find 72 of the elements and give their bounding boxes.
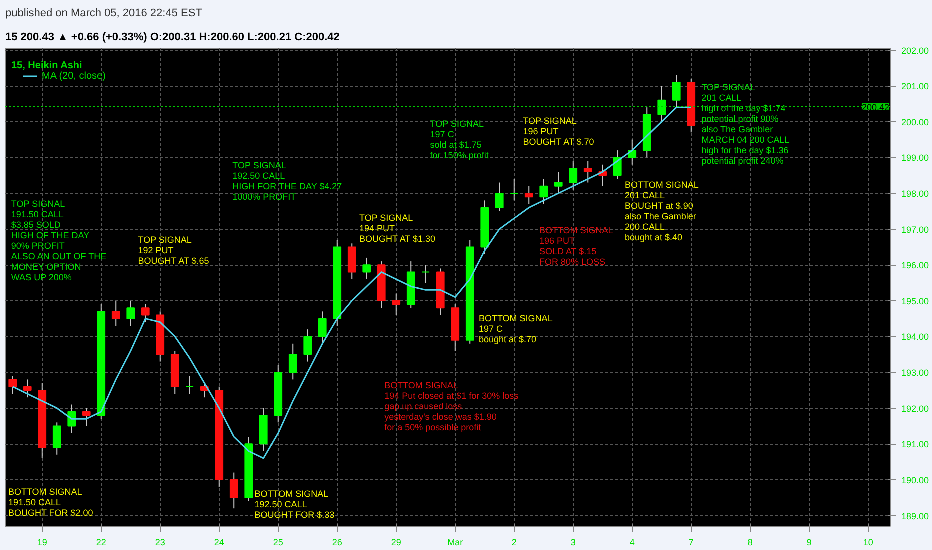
x-tick-label: 23 bbox=[155, 538, 166, 548]
x-tick-label: 3 bbox=[570, 538, 576, 548]
annotation: BOTTOM SIGNAL 197 C bought at $.70 bbox=[478, 313, 553, 344]
annotation: BOTTOM SIGNAL 194 Put closed at $1 for 30% loss gap up caused loss yesterday's close was $1.90 for a 50% possible profit bbox=[384, 380, 520, 432]
candlestick bbox=[186, 376, 194, 395]
annotation: BOTTOM SIGNAL 201 CALL BOUGHT at $.90 also The Gambler 200 CALL bought at $.40 bbox=[625, 180, 699, 242]
candlestick bbox=[318, 311, 327, 344]
candlestick bbox=[672, 74, 681, 108]
candlestick bbox=[141, 304, 150, 323]
candlestick bbox=[495, 182, 504, 212]
annotation: BOTTOM SIGNAL 196 PUT SOLD AT $.15 FOR 80% LOSS bbox=[539, 226, 614, 268]
chart-subtitle: published on March 05, 2016 22:45 EST bbox=[6, 8, 203, 20]
x-tick-label: 10 bbox=[863, 538, 874, 548]
candlestick bbox=[613, 150, 622, 180]
x-tick-label: 19 bbox=[37, 538, 48, 548]
annotation: BOTTOM SIGNAL 192.50 CALL BOUGHT FOR $.33 bbox=[254, 488, 335, 520]
candlestick bbox=[540, 178, 548, 205]
y-tick-label: 196.00 bbox=[902, 260, 930, 271]
x-tick-label: 22 bbox=[96, 538, 106, 548]
annotation: TOP SIGNAL 194 PUT BOUGHT AT $1.30 bbox=[360, 212, 436, 244]
annotation: BOTTOM SIGNAL 191.50 CALL BOUGHT FOR $2.00 bbox=[8, 487, 94, 518]
x-tick-label: 8 bbox=[748, 538, 753, 548]
y-tick-label: 193.00 bbox=[902, 368, 930, 378]
y-tick-label: 200.00 bbox=[902, 117, 930, 128]
y-tick-label: 201.00 bbox=[902, 82, 930, 92]
candlestick bbox=[52, 422, 62, 456]
text: 15 200.43 ▲ +0.66 (+0.33%) O:200.31 H:200.60 L:200.21 C:200.42 bbox=[6, 32, 340, 44]
candlestick bbox=[392, 293, 401, 316]
legend-label: MA (20, close) bbox=[42, 70, 106, 82]
y-tick-label: 202.00 bbox=[902, 46, 930, 56]
annotation: TOP SIGNAL 196 PUT BOUGHT AT $.70 bbox=[523, 116, 594, 148]
y-tick-label: 191.00 bbox=[902, 440, 930, 450]
x-tick-label: 26 bbox=[332, 538, 342, 548]
y-tick-label: 195.00 bbox=[902, 296, 930, 306]
candlestick bbox=[112, 300, 120, 326]
annotation: TOP SIGNAL 192.50 CALL HIGH FOR THE DAY $4.27 1000% PROFIT bbox=[232, 160, 342, 202]
x-tick-label: 2 bbox=[512, 538, 517, 548]
candlestick bbox=[658, 86, 666, 122]
candlestick bbox=[23, 379, 32, 398]
x-tick-label: Mar bbox=[448, 538, 464, 548]
y-tick-label: 189.00 bbox=[902, 511, 930, 522]
x-tick-label: 9 bbox=[806, 538, 812, 548]
candlestick bbox=[569, 160, 578, 190]
annotation: TOP SIGNAL 191.50 CALL $3.85 SOLD HIGH OF THE DAY 90% PROFIT ALSO AN OUT OF THE MONEY OPTION WAS UP 200% bbox=[11, 199, 107, 283]
candlestick bbox=[8, 376, 18, 395]
candlestick bbox=[584, 160, 592, 184]
y-tick-label: 192.00 bbox=[902, 404, 930, 414]
candlestick bbox=[82, 408, 91, 427]
candlestick bbox=[362, 257, 372, 280]
annotation: TOP SIGNAL 201 CALL high of the day $1.74 potential profit 90% also The Gambler MARCH 04 200 CALL high for the day $1.36 potential profit 240% bbox=[702, 82, 790, 166]
y-tick-label: 194.00 bbox=[902, 332, 930, 342]
x-tick-label: 7 bbox=[688, 538, 694, 548]
y-tick-label: 197.00 bbox=[902, 224, 930, 235]
candlestick bbox=[304, 329, 312, 362]
text: 15, Heikin Ashi bbox=[12, 60, 82, 72]
annotation: TOP SIGNAL 192 PUT BOUGHT AT $.65 bbox=[138, 235, 210, 266]
x-tick-label: 4 bbox=[630, 538, 635, 548]
ref-line-label: 200.42 bbox=[862, 102, 890, 112]
y-tick-label: 199.00 bbox=[902, 153, 930, 164]
candlestick bbox=[554, 172, 563, 194]
x-tick-label: 29 bbox=[391, 538, 402, 548]
x-tick-label: 24 bbox=[214, 538, 224, 548]
candlestick bbox=[230, 472, 238, 510]
y-tick-label: 198.00 bbox=[902, 189, 930, 200]
candlestick bbox=[126, 300, 136, 326]
x-tick-label: 25 bbox=[273, 538, 284, 548]
y-tick-label: 190.00 bbox=[902, 475, 930, 486]
candlestick bbox=[524, 186, 534, 205]
candlestick bbox=[422, 264, 430, 284]
annotation: TOP SIGNAL 197 C sold at $1.75 for 150% profit bbox=[430, 119, 490, 161]
candlestick bbox=[288, 343, 298, 380]
candlestick bbox=[510, 178, 519, 202]
